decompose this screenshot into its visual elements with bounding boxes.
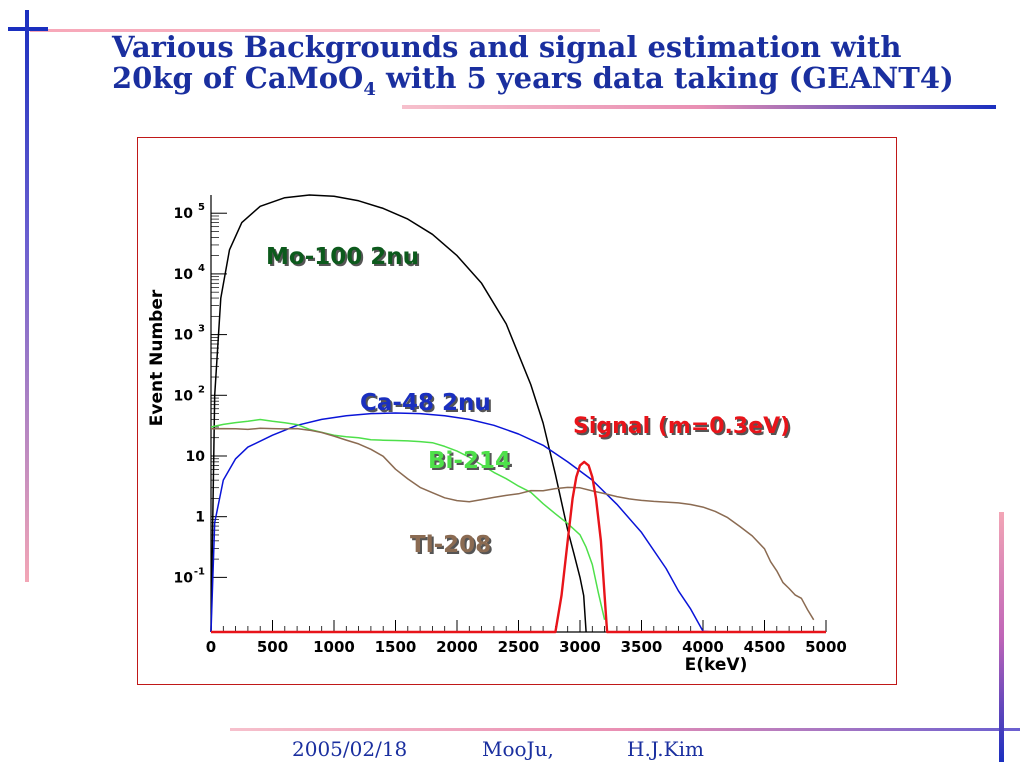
- x-tick-label: 4000: [682, 638, 724, 656]
- y-tick-label: 10: [174, 388, 194, 404]
- plot-frame: 0 500 1000 1500 2000 2500 3000 3500 4000 4500 5000…: [137, 137, 897, 685]
- footer-date: 2005/02/18: [292, 737, 408, 761]
- title-line-2-prefix: 20kg of CaMoO: [112, 61, 364, 95]
- x-tick-label: 500: [257, 638, 288, 656]
- bottom-rule: [230, 728, 1020, 731]
- x-tick-label: 1000: [313, 638, 355, 656]
- title-subscript: 4: [363, 78, 376, 100]
- right-vertical-rule: [999, 512, 1004, 762]
- footer-venue: MooJu,: [482, 737, 554, 761]
- y-tick-label: 10: [174, 206, 194, 222]
- y-tick-exponent: 2: [198, 384, 205, 395]
- y-axis-label: Event Number: [147, 289, 167, 426]
- y-tick-exponent: 4: [198, 263, 205, 274]
- y-tick-label: 10: [186, 449, 206, 465]
- y-tick-exponent: 5: [198, 202, 205, 213]
- annotation-shadow-mo100: Mo-100 2nu: [268, 246, 421, 272]
- annotation-shadow-ca48: Ca-48 2nu: [362, 392, 493, 418]
- annotation-shadow-signal: Signal (m=0.3eV): [575, 416, 792, 441]
- series-line-bi214: [210, 418, 606, 620]
- footer-author: H.J.Kim: [627, 737, 704, 761]
- x-tick-label: 0: [206, 638, 216, 656]
- annotation-signal: Signal (m=0.3eV): [573, 414, 790, 439]
- x-tick-label: 5000: [805, 638, 847, 656]
- annotation-shadow-tl208: Tl-208: [412, 534, 493, 560]
- left-vertical-rule: [25, 10, 29, 582]
- annotation-tl208: Tl-208: [410, 532, 491, 558]
- series-line-signal: [211, 460, 826, 634]
- annotation-shadow-bi214: Bi-214: [430, 450, 513, 476]
- series-line-tl208: [210, 427, 815, 621]
- annotation-bi214: Bi-214: [428, 448, 511, 474]
- energy-spectrum-chart: 0 500 1000 1500 2000 2500 3000 3500 4000 4500 5000…: [147, 194, 847, 675]
- x-axis-label: E(keV): [685, 655, 748, 675]
- annotation-ca48: Ca-48 2nu: [360, 390, 491, 416]
- series-line-ca48: [210, 412, 716, 633]
- x-tick-label: 2500: [498, 638, 540, 656]
- y-tick-label: 10: [174, 328, 194, 344]
- title-underline-rule: [402, 105, 996, 109]
- y-tick-exponent: -1: [194, 566, 205, 577]
- y-tick-exponent: 3: [198, 324, 205, 335]
- x-tick-label: 1500: [375, 638, 417, 656]
- y-tick-label: 1: [195, 510, 205, 526]
- x-tick-label: 3000: [559, 638, 601, 656]
- y-tick-label: 10: [174, 570, 194, 586]
- annotation-mo100: Mo-100 2nu: [266, 244, 419, 270]
- x-tick-label: 2000: [436, 638, 478, 656]
- title-line-2-suffix: with 5 years data taking (GEANT4): [375, 61, 954, 95]
- x-tick-label: 3500: [621, 638, 663, 656]
- y-tick-label: 10: [174, 267, 194, 283]
- title-line-1: Various Backgrounds and signal estimatio…: [112, 30, 902, 64]
- top-pink-rule: [30, 29, 600, 32]
- plot-area: 0 500 1000 1500 2000 2500 3000 3500 4000 4500 5000…: [147, 194, 847, 675]
- x-tick-label: 4500: [744, 638, 786, 656]
- slide-title: Various Backgrounds and signal estimatio…: [112, 32, 992, 105]
